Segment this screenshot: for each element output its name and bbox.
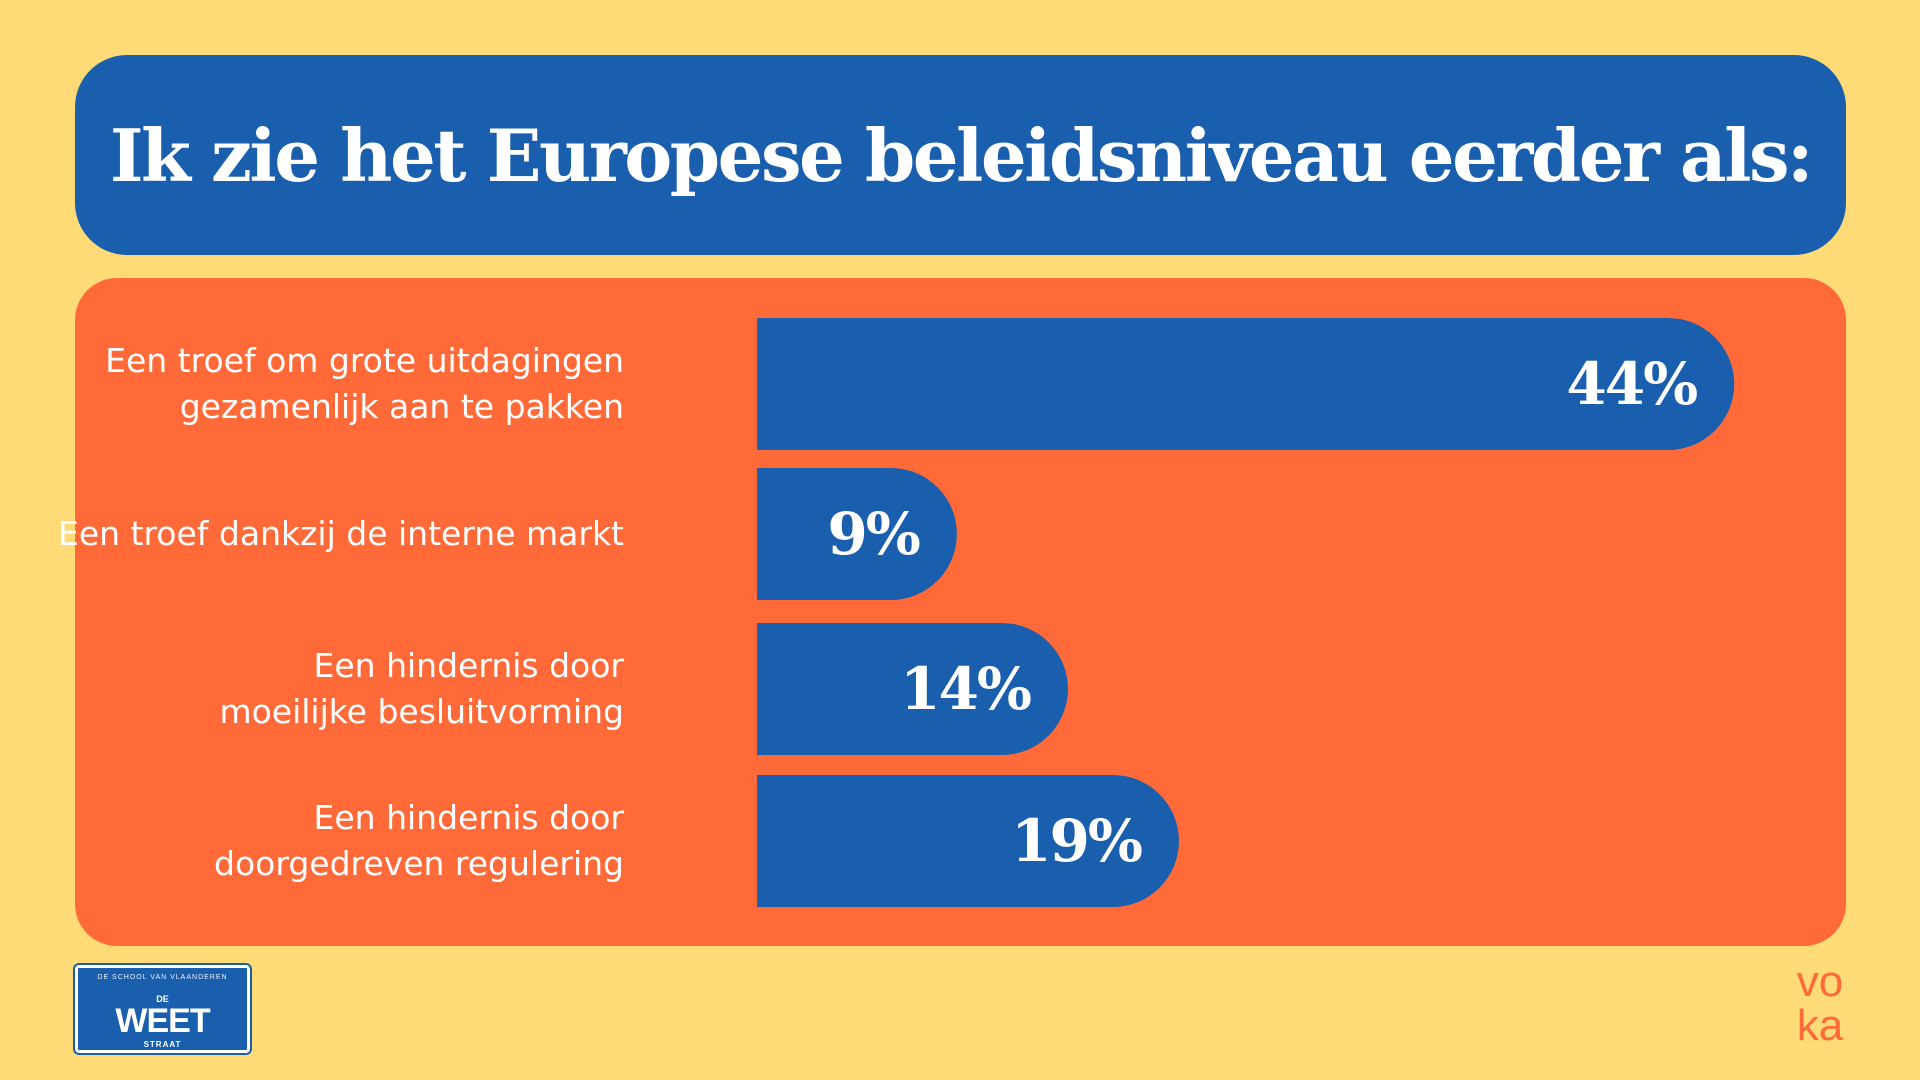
logo-small-text: DE SCHOOL VAN VLAANDEREN: [97, 974, 228, 981]
voka-logo: vo ka: [1790, 960, 1850, 1060]
weet-straat-logo: DE SCHOOL VAN VLAANDEREN DE WEET STRAAT: [73, 963, 252, 1055]
category-label-3: Een hindernis door doorgedreven reguleri…: [214, 798, 624, 883]
bar-value-label-3: 19%: [1011, 807, 1142, 875]
voka-logo-line1: vo: [1796, 957, 1844, 1006]
category-label-2: Een hindernis door moeilijke besluitvorm…: [219, 646, 624, 731]
logo-straat-text: STRAAT: [143, 1040, 182, 1049]
bar-value-label-2: 14%: [900, 655, 1031, 723]
bar-value-label-0: 44%: [1566, 350, 1697, 418]
chart-title: Ik zie het Europese beleidsniveau eerder…: [109, 112, 1814, 198]
bar-2: [757, 623, 1068, 755]
category-label-1: Een troef dankzij de interne markt: [57, 514, 624, 553]
bar-chart: 44% 9% 14% 19%: [757, 318, 1735, 907]
voka-logo-line2: ka: [1796, 1001, 1844, 1050]
bar-0: [757, 318, 1735, 450]
chart-panel: 44% 9% 14% 19% Een troef om grote uitdaging…: [58, 278, 1846, 946]
logo-de-text: DE: [156, 994, 169, 1004]
bar-value-label-1: 9%: [827, 500, 919, 568]
logo-weet-text: WEET: [115, 1002, 210, 1040]
category-label-0: Een troef om grote uitdagingen gezamenli…: [105, 341, 624, 426]
title-banner: Ik zie het Europese beleidsniveau eerder…: [75, 55, 1846, 255]
bar-3: [757, 775, 1179, 907]
bar-1: [757, 468, 957, 600]
